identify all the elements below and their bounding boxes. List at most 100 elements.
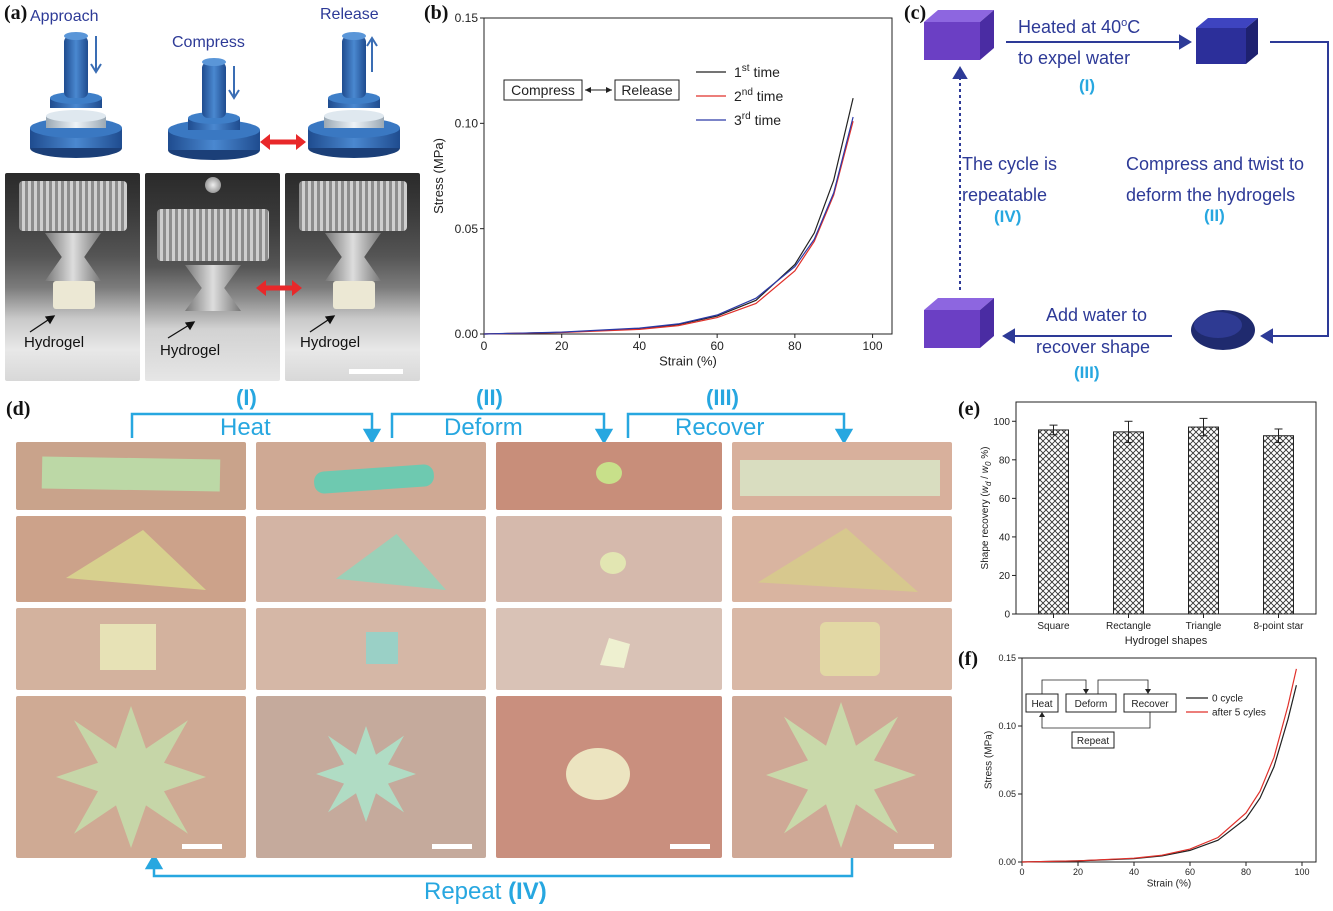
bar-2 [1113, 431, 1144, 615]
x-tick-label: 8-point star [1253, 621, 1304, 632]
legend-label-2: after 5 cyles [1212, 708, 1266, 719]
photo-triangle-recovered [732, 516, 952, 602]
inset-arrowhead-2 [1145, 689, 1151, 694]
red-double-arrow-top [260, 134, 306, 150]
legend-label-2: 2nd time [734, 87, 783, 104]
x-axis-label: Strain (%) [659, 354, 717, 369]
plot-frame [483, 17, 893, 335]
y-axis-label: Shape recovery (wd / w0 %) [980, 447, 993, 570]
hydrogel-sample [53, 281, 95, 309]
legend-label-1: 0 cycle [1212, 694, 1244, 705]
heat-label: Heat [220, 414, 271, 441]
recover-number: (III) [706, 385, 739, 410]
step4-subtitle: repeatable [962, 185, 1048, 205]
step1-subtitle: to expel water [1018, 48, 1131, 68]
chart-f-cyclic-stress-strain: 0 20 40 60 80 100 0.00 0.05 0.10 0.15 Strain (%) St… [983, 653, 1317, 890]
chart-e-shape-recovery: 0 20 40 60 80 100 Square Rectangle Triangle 8-poi… [980, 401, 1317, 646]
inset-arrowhead-1 [1083, 689, 1089, 694]
x-tick-label: Rectangle [1106, 621, 1151, 632]
y-axis-label: Stress (MPa) [983, 731, 994, 789]
panel-label-c: (c) [904, 2, 927, 24]
knurled-collar [157, 209, 269, 261]
panel-label-b: (b) [424, 2, 449, 24]
hydrogel-cube-original [924, 10, 994, 60]
x-tick-label: 60 [1185, 867, 1195, 877]
step3-subtitle: recover shape [1036, 337, 1151, 357]
step2-subtitle: deform the hydrogels [1126, 185, 1296, 205]
hydrogel-pointers [29, 315, 336, 339]
x-tick-label: 80 [1241, 867, 1251, 877]
step1-number: (I) [1079, 76, 1096, 95]
photo-star-recovered [732, 696, 952, 858]
bar-1 [1038, 429, 1069, 615]
inset-deform-box [1065, 693, 1117, 713]
hydrogel-label-3: Hydrogel [300, 334, 361, 351]
x-tick-label: Square [1037, 621, 1070, 632]
compress-label: Compress [172, 34, 245, 51]
y-tick-label: 80 [999, 455, 1011, 466]
photo-triangle-deformed [496, 516, 722, 602]
y-tick-label: 60 [999, 494, 1011, 505]
photo-star-deformed [496, 696, 722, 858]
hydrogel-cube-recovered [924, 298, 994, 348]
hydrogel-cube-dehydrated [1196, 18, 1258, 64]
chart-b-stress-strain: 0 20 40 60 80 100 0.00 0.05 0.10 0.15 Strain (%) St… [431, 11, 893, 369]
x-axis-label: Hydrogel shapes [1125, 635, 1208, 646]
x-tick-label: 40 [633, 339, 647, 353]
compression-schematic [30, 32, 400, 160]
y-tick-label: 20 [999, 571, 1011, 582]
y-tick-label: 0.10 [455, 117, 479, 131]
release-box [614, 79, 680, 101]
y-tick-label: 0.15 [455, 11, 479, 25]
annotation-arrowhead-right [606, 87, 612, 93]
scale-bar [349, 369, 403, 374]
series-line-2 [1021, 668, 1297, 863]
bar-4 [1263, 435, 1294, 615]
x-tick-label: 0 [1019, 867, 1024, 877]
panel-label-f: (f) [958, 648, 978, 670]
red-double-arrow-photo [256, 280, 302, 296]
step4-number: (IV) [994, 207, 1022, 226]
release-label: Release [320, 6, 379, 23]
x-tick-label: 0 [481, 339, 488, 353]
hydrogel-label-2: Hydrogel [160, 342, 221, 359]
plot-frame [1021, 657, 1317, 863]
photo-release [285, 173, 420, 381]
step2-number: (II) [1204, 206, 1225, 225]
repeat-label: Repeat (IV) [424, 878, 547, 905]
compress-box [503, 79, 583, 101]
plot-frame [1015, 401, 1317, 615]
release-annotation: Release [621, 82, 673, 98]
photo-star-original [16, 696, 246, 858]
photo-square-heated [256, 608, 486, 690]
x-tick-label: Triangle [1186, 621, 1222, 632]
approach-label: Approach [30, 8, 99, 25]
x-tick-label: 40 [1129, 867, 1139, 877]
hydrogel-sample [333, 281, 375, 309]
photo-compress [145, 173, 280, 381]
inset-repeat-box [1071, 731, 1115, 749]
panel-label-a: (a) [4, 2, 28, 24]
y-tick-label: 0.10 [998, 721, 1016, 731]
step3-title: Add water to [1046, 305, 1148, 325]
x-axis-label: Strain (%) [1147, 879, 1191, 890]
recover-label: Recover [675, 414, 765, 441]
series-line-3 [483, 116, 854, 335]
y-tick-label: 0.15 [998, 653, 1016, 663]
deform-number: (II) [476, 385, 503, 410]
y-tick-label: 100 [993, 417, 1010, 428]
inset-heat-label: Heat [1031, 699, 1052, 710]
photo-star-heated [256, 696, 486, 858]
shape-photo-grid [16, 442, 952, 858]
photo-triangle-heated [256, 516, 486, 602]
step2-title: Compress and twist to [1126, 154, 1305, 174]
set-screw [205, 177, 221, 193]
series-line-1 [483, 97, 854, 335]
inset-deform-label: Deform [1075, 699, 1108, 710]
x-tick-label: 60 [710, 339, 724, 353]
x-tick-label: 100 [1294, 867, 1309, 877]
y-tick-label: 0.00 [455, 327, 479, 341]
y-tick-label: 0.05 [455, 222, 479, 236]
photo-arrows [29, 280, 336, 339]
x-tick-label: 20 [555, 339, 569, 353]
